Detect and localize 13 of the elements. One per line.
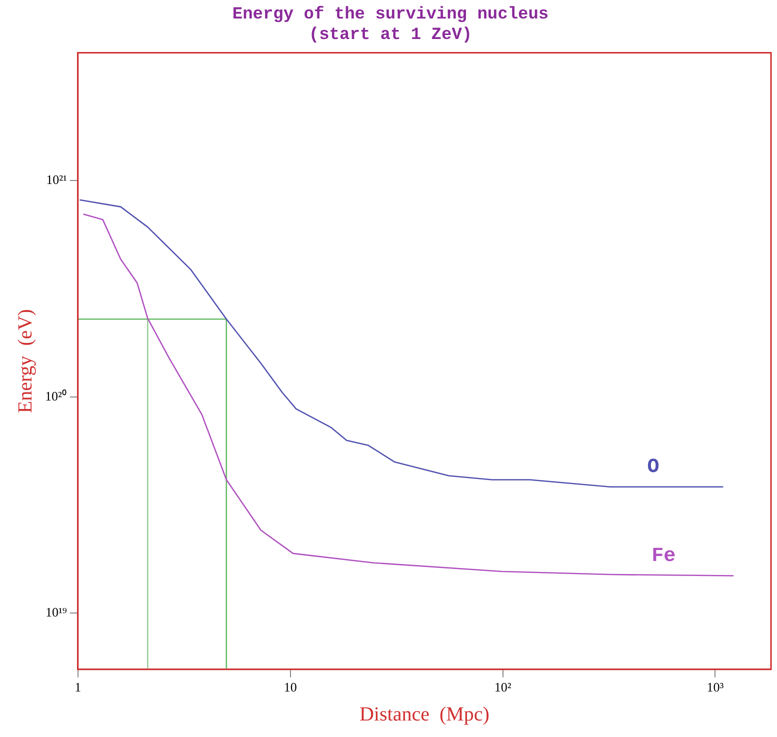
text: (start at 1 ZeV) bbox=[308, 26, 472, 45]
x-tick-label: 10 bbox=[284, 680, 297, 695]
text: Energy of the surviving nucleus bbox=[232, 5, 549, 24]
x-tick-label: 1 bbox=[74, 680, 82, 695]
series-label: O bbox=[647, 456, 660, 479]
x-tick-label: 10² bbox=[494, 680, 512, 695]
x-axis-title: Distance (Mpc) bbox=[359, 703, 490, 726]
series-label: Fe bbox=[652, 544, 676, 568]
y-axis-title: Energy (eV) bbox=[14, 309, 36, 414]
y-tick-label: 10¹⁹ bbox=[45, 604, 68, 620]
y-tick-label: 10²¹ bbox=[46, 172, 67, 188]
x-tick-label: 10³ bbox=[706, 680, 724, 695]
y-tick-label: 10²⁰ bbox=[44, 388, 67, 404]
